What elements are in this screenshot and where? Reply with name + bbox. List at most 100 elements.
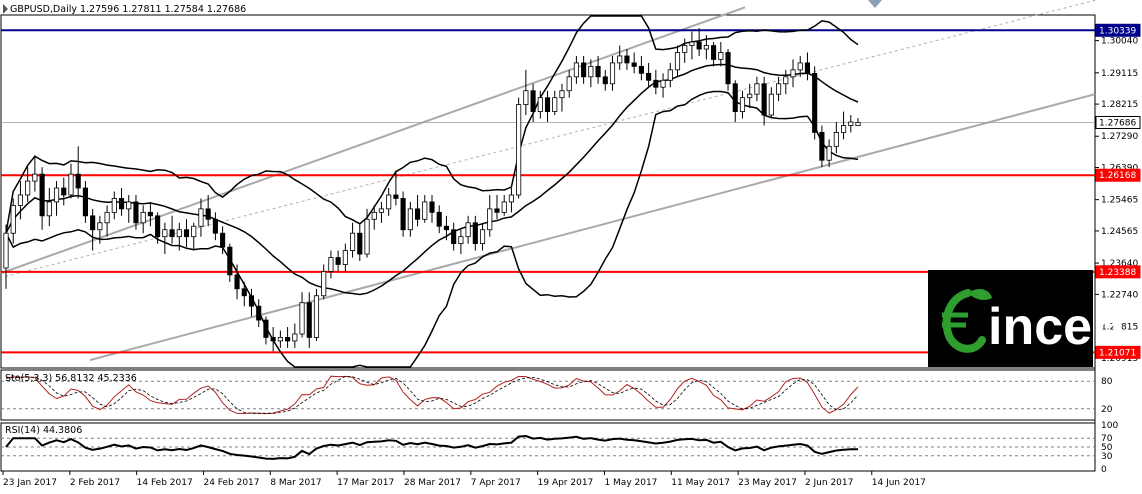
candle-body: [696, 41, 702, 50]
rsi-level-label: 0: [1101, 465, 1107, 475]
date-tick-label: 24 Feb 2017: [203, 478, 259, 488]
candle-body: [364, 218, 370, 255]
candle-body: [682, 45, 688, 53]
candle-body: [32, 173, 38, 182]
candle-body: [234, 274, 240, 290]
candle-body: [414, 208, 421, 220]
price-tick-label: 1.21815: [1101, 323, 1138, 333]
candle-body: [46, 201, 52, 217]
logo-text: incen: [988, 298, 1124, 356]
candle-body: [118, 198, 125, 210]
price-tick-label: 1.29115: [1101, 69, 1138, 79]
candle-body: [573, 62, 579, 78]
candle-body: [183, 229, 190, 238]
rsi-line: [5, 434, 859, 460]
stoch-indicator-layer: [1, 375, 1095, 415]
candle-body: [732, 83, 738, 112]
candle-body: [826, 145, 832, 161]
candle-body: [754, 83, 760, 95]
candle-body: [140, 211, 146, 224]
candle-body: [111, 198, 117, 213]
stoch-level-label: 20: [1101, 405, 1113, 415]
candle-body: [321, 271, 327, 297]
candle-body: [147, 211, 153, 217]
candle-body: [479, 229, 486, 245]
stoch-header: Sto(5,3,3) 56.8132 45.2336: [5, 373, 137, 384]
candle-body: [248, 295, 255, 307]
logo-background: [928, 270, 1093, 367]
price-tick-label: 1.24565: [1101, 227, 1138, 237]
candle-body: [53, 187, 60, 203]
candle-body: [667, 69, 673, 81]
stoch-signal-line: [5, 375, 859, 414]
rsi-level-label: 30: [1101, 452, 1113, 462]
candle-body: [660, 79, 666, 88]
stoch-main-line: [5, 375, 859, 415]
candle-body: [162, 229, 168, 238]
candle-body: [436, 211, 442, 227]
date-tick-label: 1 May 2017: [604, 478, 657, 488]
price-tick-label: 1.25465: [1101, 196, 1138, 206]
date-tick-label: 19 Apr 2017: [538, 478, 594, 488]
candle-body: [797, 62, 803, 71]
candle-body: [241, 288, 247, 297]
candle-body: [747, 93, 753, 99]
candle-body: [465, 222, 471, 238]
candle-body: [609, 62, 616, 85]
candle-body: [530, 90, 536, 112]
price-tick-label: 1.30040: [1101, 37, 1138, 47]
candle-body: [472, 222, 478, 245]
date-tick-label: 7 Apr 2017: [471, 478, 521, 488]
candle-body: [342, 250, 348, 265]
candle-body: [335, 257, 341, 265]
scroll-marker-icon[interactable]: [868, 0, 882, 8]
candle-body: [126, 201, 132, 210]
candle-body: [458, 236, 464, 245]
candle-body: [790, 69, 796, 78]
candle-body: [306, 302, 312, 338]
channel-upper-line: [0, 6, 746, 275]
candle-body: [256, 305, 262, 321]
price-tick-label: 1.22740: [1101, 290, 1138, 300]
candle-body: [624, 55, 630, 64]
rsi-level-label: 100: [1101, 421, 1118, 431]
candle-body: [90, 215, 96, 231]
candle-body: [689, 41, 695, 46]
candle-body: [277, 337, 283, 342]
candle-body: [39, 173, 45, 217]
candle-body: [501, 201, 507, 213]
main-chart-layer: [0, 0, 1096, 368]
candle-body: [631, 62, 637, 67]
price-level-badge: [1095, 168, 1141, 182]
price-level-badge-text: 1.30339: [1099, 26, 1136, 36]
candle-body: [328, 257, 334, 272]
candle-body: [285, 337, 291, 342]
bollinger-middle-band: [5, 63, 859, 296]
candle-body: [443, 225, 450, 231]
price-level-badge-text: 1.27686: [1099, 118, 1136, 128]
date-tick-label: 23 May 2017: [738, 478, 797, 488]
candle-body: [581, 62, 587, 78]
candle-body: [400, 198, 406, 231]
candle-body: [566, 76, 572, 92]
euro-leaf-icon: [942, 288, 992, 353]
candle-body: [711, 45, 717, 60]
candle-body: [523, 90, 529, 106]
stoch-label: Sto(5,3,3) 56.8132 45.2336: [5, 373, 137, 384]
price-tick-label: 1.27290: [1101, 132, 1138, 142]
candle-body: [725, 52, 731, 85]
candle-body: [783, 76, 789, 85]
date-tick-label: 2 Jun 2017: [805, 478, 853, 488]
candle-body: [220, 232, 226, 248]
date-tick-label: 8 Mar 2017: [270, 478, 321, 488]
candle-body: [104, 211, 110, 224]
candle-body: [205, 208, 211, 220]
price-level-badge-text: 1.23388: [1099, 268, 1136, 278]
candle-body: [371, 211, 377, 220]
collapse-arrow-icon[interactable]: [3, 4, 8, 14]
candle-body: [761, 83, 767, 116]
candle-body: [429, 201, 435, 213]
candle-body: [299, 302, 305, 335]
candle-body: [263, 319, 269, 338]
